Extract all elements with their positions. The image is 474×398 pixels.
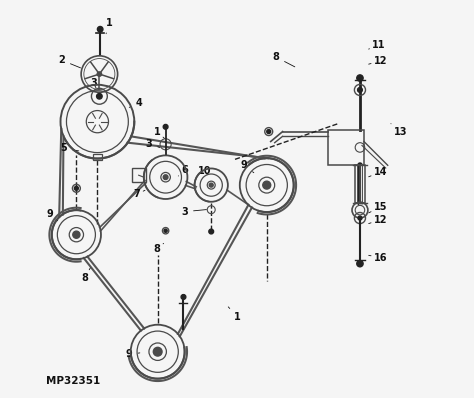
Bar [328,130,364,165]
Text: MP32351: MP32351 [46,376,100,386]
Text: 13: 13 [391,124,407,137]
Circle shape [357,88,362,92]
Text: 12: 12 [369,56,387,66]
Text: 3: 3 [90,78,97,88]
Circle shape [97,27,103,32]
Text: 8: 8 [273,52,295,67]
Text: 1: 1 [106,18,113,34]
Text: 16: 16 [369,253,387,263]
Circle shape [263,181,271,189]
Text: 1: 1 [154,127,165,139]
Bar [131,168,146,182]
Text: 3: 3 [181,207,207,217]
Text: 4: 4 [129,98,142,108]
Text: 9: 9 [126,349,140,359]
Circle shape [357,75,363,81]
Circle shape [267,130,271,134]
Circle shape [209,183,213,187]
Circle shape [164,229,167,232]
Circle shape [97,72,101,76]
Text: 6: 6 [178,166,188,176]
Circle shape [358,216,362,220]
Circle shape [209,229,214,234]
Text: 14: 14 [369,167,387,177]
Text: 7: 7 [134,189,145,199]
Circle shape [163,125,168,129]
Circle shape [74,186,78,190]
Text: 15: 15 [369,202,387,213]
Text: 9: 9 [241,160,254,173]
Text: 10: 10 [198,166,211,176]
Circle shape [163,175,168,179]
Text: 2: 2 [58,55,81,68]
Text: 5: 5 [60,143,79,153]
Circle shape [73,231,80,238]
Circle shape [97,94,102,99]
Text: 9: 9 [46,209,58,221]
Bar [355,165,365,203]
Text: 1: 1 [228,307,241,322]
Circle shape [181,295,186,299]
Text: 8: 8 [154,244,164,254]
Circle shape [153,347,162,356]
Text: 3: 3 [146,139,160,149]
Text: 8: 8 [81,268,90,283]
Circle shape [357,260,363,267]
Text: 11: 11 [369,40,386,50]
Text: 12: 12 [369,215,387,224]
